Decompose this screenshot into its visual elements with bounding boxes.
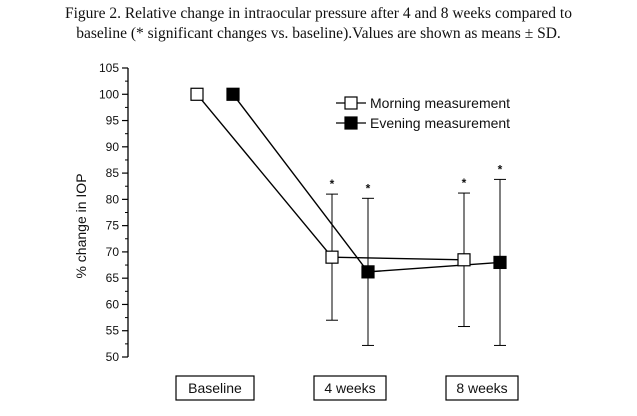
morning-marker: [190, 87, 204, 101]
category-label: 8 weeks: [456, 380, 507, 396]
y-tick-label: 90: [106, 140, 120, 154]
y-tick-label: 70: [106, 245, 120, 259]
y-tick-label: 65: [106, 271, 120, 285]
y-axis: 50 55 60 65 70 75 80 85 90 95 100 105: [99, 61, 129, 364]
category-box: [313, 375, 387, 401]
legend: Morning measurement Evening measurement: [336, 95, 510, 131]
y-axis-label: % change in IOP: [73, 173, 89, 278]
evening-marker: [226, 87, 240, 101]
caption-line-2: baseline (* significant changes vs. base…: [76, 25, 561, 42]
category-label: Baseline: [188, 380, 242, 396]
error-bars: [326, 178, 506, 346]
y-tick-label: 50: [106, 350, 120, 364]
legend-label: Evening measurement: [370, 115, 510, 131]
y-tick-label: 100: [99, 87, 119, 101]
significance-markers: * * * *: [330, 162, 503, 195]
y-tick-label: 55: [106, 324, 120, 338]
y-tick-label: 60: [106, 297, 120, 311]
y-tick-label: 95: [106, 114, 120, 128]
evening-marker: [361, 265, 375, 279]
significance-star: *: [462, 176, 467, 190]
caption-line-1: Figure 2. Relative change in intraocular…: [64, 5, 572, 22]
data-markers: [190, 87, 507, 279]
y-tick-label: 105: [99, 61, 119, 75]
figure-caption: Figure 2. Relative change in intraocular…: [0, 4, 637, 44]
evening-marker: [493, 255, 507, 270]
legend-marker: [344, 96, 358, 110]
y-tick-label: 80: [106, 192, 120, 206]
significance-star: *: [366, 181, 371, 195]
category-box: [175, 375, 255, 401]
y-tick-label: 75: [106, 219, 120, 233]
legend-label: Morning measurement: [370, 95, 510, 111]
y-tick-label: 85: [106, 166, 120, 180]
significance-star: *: [498, 162, 503, 176]
legend-marker: [344, 116, 358, 130]
category-box: [445, 375, 519, 401]
morning-marker: [457, 253, 471, 267]
category-labels: Baseline 4 weeks 8 weeks: [175, 375, 519, 401]
significance-star: *: [330, 177, 335, 191]
category-label: 4 weeks: [324, 380, 375, 396]
morning-marker: [325, 250, 339, 264]
